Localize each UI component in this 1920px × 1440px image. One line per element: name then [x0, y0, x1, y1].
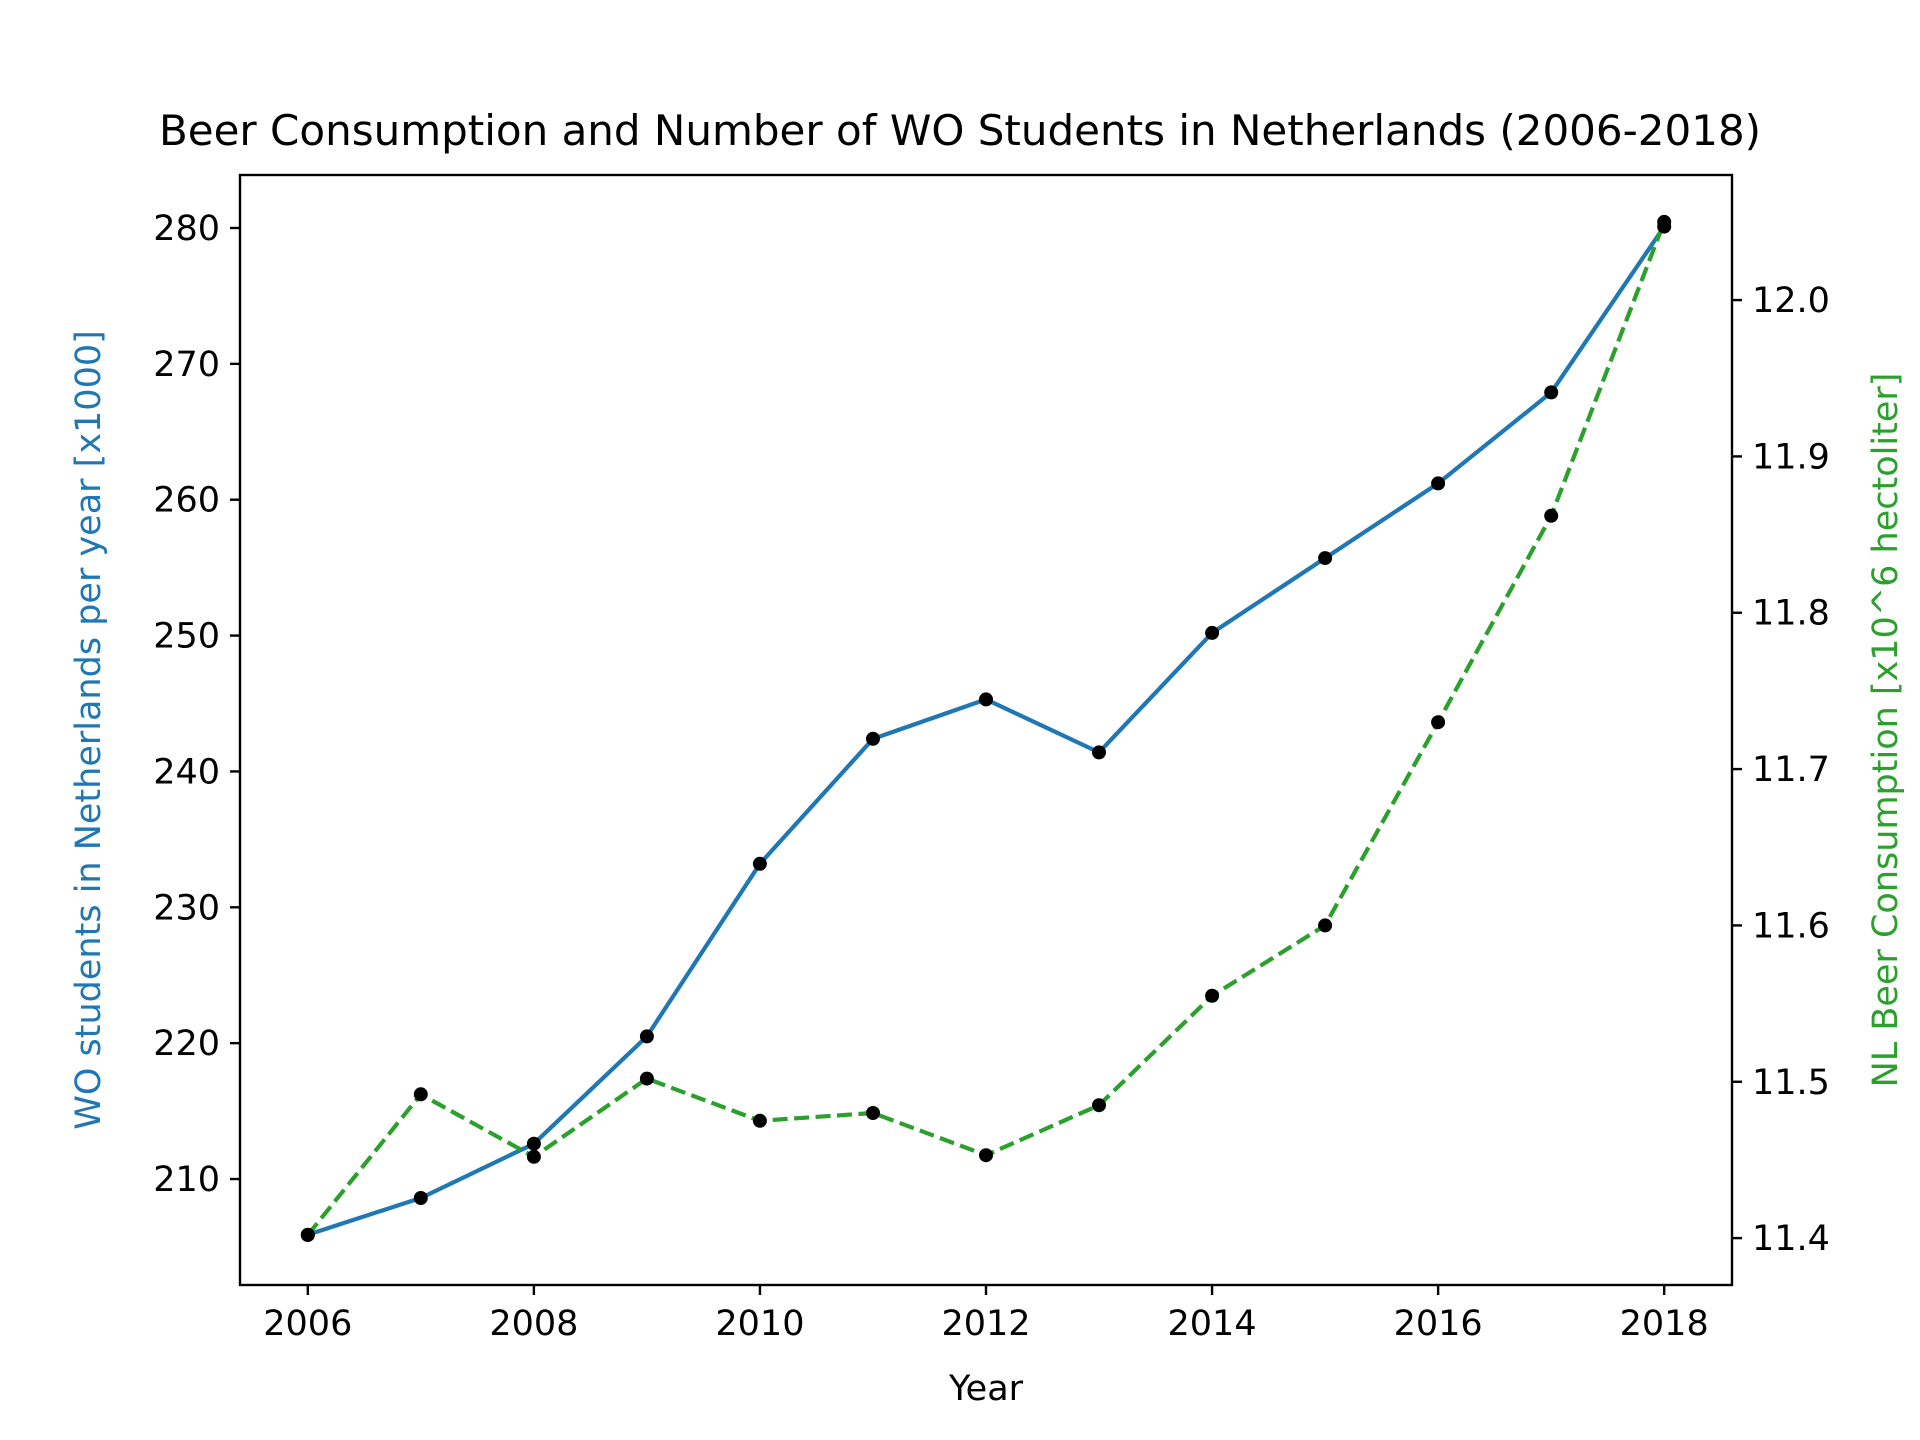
- students-data-point: [1092, 745, 1106, 760]
- students-data-point: [1544, 385, 1559, 400]
- beer-data-point: [1431, 715, 1446, 730]
- beer-data-point: [1092, 1098, 1106, 1113]
- x-tick-label: 2008: [489, 1304, 578, 1344]
- marker-layer: [300, 214, 1672, 1242]
- x-tick-label: 2016: [1394, 1304, 1483, 1344]
- x-tick-label: 2010: [715, 1304, 804, 1344]
- beer-data-point: [413, 1087, 428, 1102]
- students-data-point: [752, 856, 767, 871]
- right-y-tick-label: 11.8: [1752, 594, 1830, 634]
- series-layer: [305, 221, 1668, 1238]
- left-y-tick-label: 280: [153, 209, 220, 249]
- beer-data-point: [1318, 918, 1333, 933]
- left-y-tick-label: 250: [153, 617, 220, 657]
- right-y-tick-label: 12.0: [1752, 281, 1830, 321]
- beer-data-point: [526, 1149, 541, 1164]
- students-data-point: [639, 1029, 654, 1044]
- students-data-point: [413, 1191, 428, 1205]
- beer-data-point: [1205, 988, 1220, 1003]
- x-tick-label: 2012: [941, 1304, 1030, 1344]
- beer-series-line: [306, 221, 1667, 1237]
- left-y-tick-label: 270: [153, 345, 220, 385]
- x-axis-title: Year: [948, 1369, 1024, 1409]
- left-y-tick-label: 260: [153, 481, 220, 521]
- x-tick-label: 2006: [263, 1304, 352, 1344]
- beer-data-point: [1657, 214, 1672, 229]
- left-y-axis: 210 220 230 240 250 260 270 280: [153, 209, 240, 1200]
- beer-data-point: [1544, 508, 1559, 523]
- students-data-point: [1205, 625, 1220, 640]
- beer-data-point: [752, 1113, 767, 1128]
- left-y-tick-label: 210: [153, 1160, 220, 1200]
- right-y-tick-label: 11.6: [1752, 906, 1830, 946]
- left-y-axis-title: WO students in Netherlands per year [x10…: [69, 330, 109, 1130]
- right-y-tick-label: 11.7: [1752, 750, 1830, 790]
- students-data-point: [1431, 476, 1446, 491]
- left-y-tick-label: 230: [153, 888, 220, 928]
- students-data-point: [1318, 551, 1333, 566]
- beer-data-point: [866, 1106, 880, 1120]
- beer-data-point: [639, 1071, 654, 1086]
- x-tick-label: 2014: [1168, 1304, 1257, 1344]
- x-tick-label: 2018: [1620, 1304, 1709, 1344]
- beer-data-point: [979, 1148, 993, 1163]
- right-y-axis-title: NL Beer Consumption [x10^6 hectoliter]: [1866, 373, 1906, 1088]
- right-y-tick-label: 11.5: [1752, 1063, 1830, 1103]
- students-series-line: [305, 223, 1668, 1238]
- left-y-tick-label: 220: [153, 1024, 220, 1064]
- right-y-tick-label: 11.9: [1752, 437, 1830, 477]
- right-y-axis: 11.4 11.5 11.6 11.7 11.8 11.9 12.0: [1732, 281, 1830, 1259]
- students-data-point: [979, 692, 993, 707]
- x-axis: 2006 2008 2010 2012 2014 2016 2018: [263, 1285, 1709, 1344]
- right-y-tick-label: 11.4: [1752, 1219, 1830, 1259]
- students-data-point: [526, 1136, 541, 1151]
- beer-data-point: [300, 1228, 315, 1242]
- students-data-point: [866, 731, 880, 746]
- chart-title: Beer Consumption and Number of WO Studen…: [159, 106, 1761, 155]
- left-y-tick-label: 240: [153, 752, 220, 792]
